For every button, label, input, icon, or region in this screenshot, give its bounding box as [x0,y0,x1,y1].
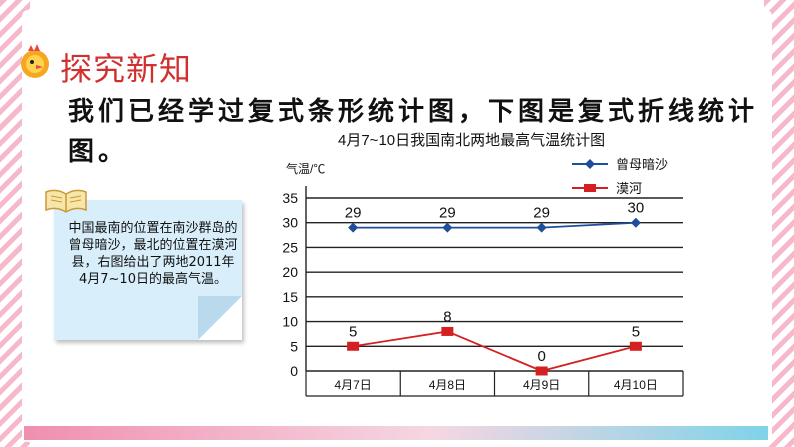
note-page-curl [198,296,242,340]
series-line-曾母暗沙 [353,221,636,229]
note-card: 中国最南的位置在南沙群岛的曾母暗沙，最北的位置在漠河县，右图给出了两地2011年… [54,200,242,340]
data-label: 29 [439,205,456,222]
y-tick-label: 20 [282,264,298,280]
x-tick-label: 4月9日 [523,378,560,392]
data-label: 29 [533,205,550,222]
data-label: 30 [628,200,645,217]
y-tick-label: 35 [282,190,298,206]
data-point-marker [535,366,548,376]
x-tick-label: 4月8日 [429,378,466,392]
data-point-marker [442,222,453,233]
chick-logo-icon [21,44,49,78]
legend-marker [585,159,595,169]
series-line-漠河 [352,330,637,372]
chart-title: 4月7~10日我国南北两地最高气温统计图 [338,132,605,149]
x-tick-label: 4月7日 [334,378,371,392]
data-label: 8 [443,308,451,325]
data-point-marker [347,341,360,351]
legend-label: 漠河 [616,181,642,196]
x-tick-label: 4月10日 [614,378,658,392]
section-heading: 探究新知 [60,50,193,88]
y-tick-label: 5 [290,338,298,354]
legend-marker [584,184,596,192]
y-tick-label: 10 [282,314,298,330]
data-label: 29 [345,205,362,222]
data-label: 0 [537,348,545,365]
bottom-gradient-bar [24,426,768,440]
y-tick-label: 0 [290,363,298,379]
open-book-icon [45,189,87,213]
data-label: 5 [349,323,357,340]
y-tick-label: 15 [282,289,298,305]
data-point-marker [441,326,454,336]
plot-area: 0 5 10 15 20 25 30 35 4月7日 4月8日 4月9日 4月10日 29 29 29 30 5… [282,186,684,397]
data-label: 5 [632,323,640,340]
data-point-marker [630,217,641,228]
y-tick-label: 30 [282,215,298,231]
chart-title-background [336,128,650,150]
data-point-marker [536,222,547,233]
note-text: 中国最南的位置在南沙群岛的曾母暗沙，最北的位置在漠河县，右图给出了两地2011年… [68,221,238,287]
intro-text: 我们已经学过复式条形统计图，下图是复式折线统计图。 [68,97,759,167]
y-axis-label: 气温/℃ [286,161,325,176]
legend-label: 曾母暗沙 [616,157,668,172]
y-tick-label: 25 [282,239,298,255]
data-point-marker [629,341,642,351]
data-point-marker [348,222,359,233]
